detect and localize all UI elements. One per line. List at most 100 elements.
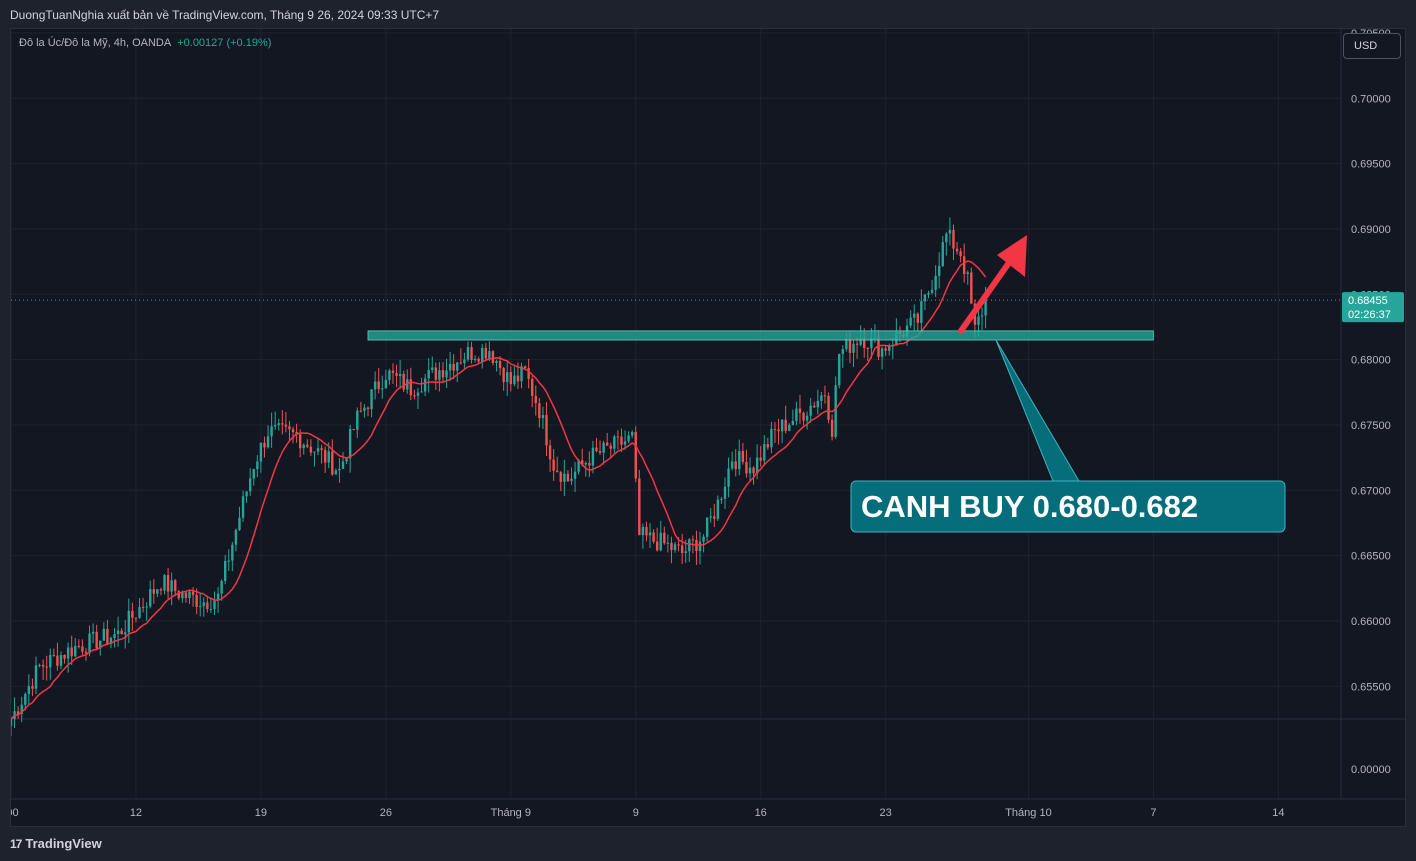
candle — [923, 294, 927, 311]
candle-body — [584, 462, 587, 465]
candle-body — [959, 251, 962, 257]
candle-body — [955, 248, 959, 252]
candle-body — [548, 445, 552, 460]
candle — [273, 411, 277, 430]
candle-body — [288, 426, 291, 430]
candle — [616, 430, 620, 450]
tradingview-logo-icon: 17 — [10, 836, 22, 851]
candle — [356, 407, 359, 438]
candle-body — [202, 602, 205, 607]
candle-body — [388, 370, 391, 380]
candle-body — [734, 461, 737, 470]
candle — [816, 389, 820, 415]
candle-body — [141, 606, 145, 608]
candle-body — [523, 366, 527, 369]
candle-body — [381, 388, 384, 390]
candle — [295, 423, 298, 443]
candle-body — [823, 395, 827, 397]
candle-body — [620, 436, 623, 445]
candle-body — [727, 468, 730, 487]
candle-body — [770, 428, 773, 448]
candle-body — [623, 441, 627, 445]
candle — [470, 341, 473, 364]
price-chart[interactable]: 0.705000.700000.695000.690000.685000.680… — [11, 29, 1405, 826]
candle — [152, 579, 155, 604]
candle-body — [698, 541, 702, 552]
candle — [759, 445, 762, 467]
tradingview-logo[interactable]: 17 TradingView — [10, 836, 102, 851]
candle — [206, 595, 209, 613]
candle-body — [855, 343, 859, 345]
candle — [199, 593, 202, 617]
candle — [227, 549, 230, 571]
candle-body — [838, 354, 841, 386]
candle — [466, 341, 470, 362]
candle — [141, 597, 145, 613]
candle-body — [313, 451, 316, 453]
candle-body — [534, 395, 537, 404]
target-arrow-shaft — [958, 254, 1016, 334]
candle-body — [913, 313, 916, 318]
candle — [24, 692, 27, 711]
candle-body — [755, 457, 759, 474]
candle — [338, 458, 341, 483]
candle — [770, 421, 773, 454]
candle-body — [16, 711, 20, 714]
symbol-label[interactable]: Đô la Úc/Đô la Mỹ, 4h, OANDA — [19, 37, 172, 49]
candle-body — [962, 256, 966, 274]
candle-body — [498, 360, 502, 368]
candle-body — [434, 367, 438, 380]
candle — [370, 389, 373, 418]
callout-box — [850, 480, 1286, 533]
candle-body — [559, 472, 562, 482]
candle-body — [627, 435, 630, 442]
currency-button[interactable]: USD — [1343, 33, 1401, 59]
footer: 17 TradingView — [0, 827, 1416, 861]
candle — [980, 307, 984, 330]
candle — [174, 579, 177, 597]
candle-body — [763, 444, 766, 461]
candle-body — [966, 272, 969, 274]
candle — [741, 442, 745, 465]
candle — [680, 533, 684, 564]
candle-body — [759, 457, 762, 461]
candle — [920, 289, 923, 332]
candle — [655, 527, 659, 552]
candle-body — [234, 530, 238, 545]
candle-body — [780, 419, 784, 432]
candle — [763, 435, 766, 465]
candle — [345, 458, 348, 465]
candle-body — [527, 368, 530, 379]
candle — [506, 360, 509, 396]
chart-legend: Đô la Úc/Đô la Mỹ, 4h, OANDA +0.00127 (+0… — [19, 37, 271, 49]
candle-body — [345, 458, 348, 462]
candle-body — [166, 575, 170, 592]
candle-body — [27, 686, 31, 695]
candle-body — [70, 647, 73, 657]
candle — [388, 368, 391, 385]
candle-body — [181, 592, 184, 599]
candle — [852, 339, 855, 368]
candle-body — [149, 589, 152, 607]
candle-body — [916, 313, 919, 323]
candle — [406, 369, 409, 394]
candle-body — [309, 446, 313, 453]
candle — [588, 451, 591, 478]
candle-body — [273, 424, 277, 427]
candle — [634, 426, 637, 483]
candle — [948, 217, 952, 246]
candle — [491, 350, 495, 366]
candle-body — [398, 373, 402, 377]
candle — [855, 336, 859, 359]
candle-body — [845, 339, 848, 350]
candle-body — [791, 420, 795, 425]
candle — [841, 345, 845, 368]
chart-frame[interactable]: 0.705000.700000.695000.690000.685000.680… — [10, 28, 1406, 827]
candle — [513, 366, 516, 387]
candle-body — [384, 379, 388, 389]
candle-body — [841, 349, 845, 355]
candle — [830, 414, 834, 441]
candle — [416, 388, 420, 410]
candle-body — [648, 532, 652, 536]
candle — [595, 437, 598, 453]
